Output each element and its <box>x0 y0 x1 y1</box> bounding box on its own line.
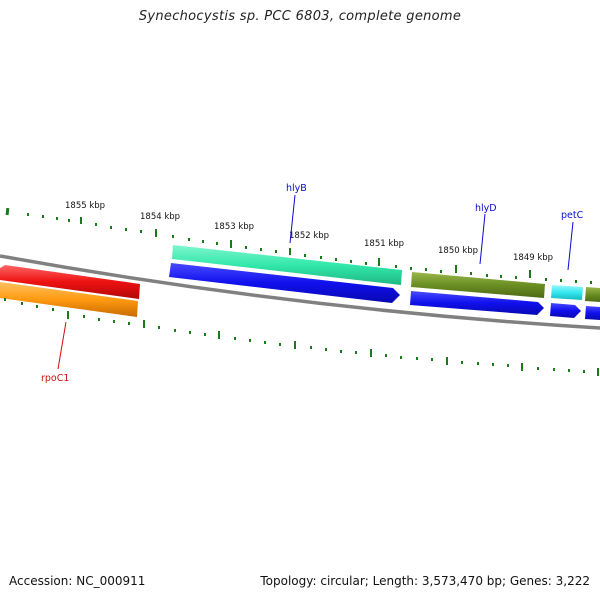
gene-petC-feature[interactable] <box>551 285 583 300</box>
inner-scale-ring <box>4 298 599 376</box>
scale-label-1850: 1850 kbp <box>438 246 478 256</box>
label-line-hlyB <box>289 194 296 244</box>
label-line-petC <box>567 221 574 271</box>
rrna-rpoC1-feature[interactable] <box>0 282 138 317</box>
gene-label-rpoC1[interactable]: rpoC1 <box>41 373 69 384</box>
accession-text: Accession: NC_000911 <box>9 574 146 588</box>
gene-label-hlyB[interactable]: hlyB <box>286 183 307 194</box>
genome-backbone <box>0 254 600 330</box>
gene-label-petC[interactable]: petC <box>561 210 584 221</box>
outer-scale-ring <box>5 207 592 284</box>
scale-label-1851: 1851 kbp <box>364 239 404 249</box>
gene-hlyB-feature[interactable] <box>172 245 402 285</box>
scale-label-1855: 1855 kbp <box>65 201 105 211</box>
label-line-rpoC1 <box>57 321 67 370</box>
map-title: Synechocystis sp. PCC 6803, complete gen… <box>138 9 462 24</box>
label-line-hlyD <box>479 213 486 265</box>
cds-hlyD-arrow[interactable] <box>410 291 544 315</box>
scale-label-1854: 1854 kbp <box>140 212 180 222</box>
scale-label-1853: 1853 kbp <box>214 222 254 232</box>
genome-summary-text: Topology: circular; Length: 3,573,470 bp… <box>260 574 590 588</box>
gene-right-feature[interactable] <box>585 287 600 302</box>
cds-hlyB-arrow[interactable] <box>169 263 400 303</box>
scale-label-1849: 1849 kbp <box>513 253 553 263</box>
scale-label-1852: 1852 kbp <box>289 231 329 241</box>
gene-rpoC1-feature[interactable] <box>0 265 140 299</box>
cds-right-arrow[interactable] <box>585 306 600 320</box>
cds-petC-arrow[interactable] <box>550 303 581 318</box>
gene-label-hlyD[interactable]: hlyD <box>475 203 497 214</box>
gene-hlyD-feature[interactable] <box>411 272 545 298</box>
